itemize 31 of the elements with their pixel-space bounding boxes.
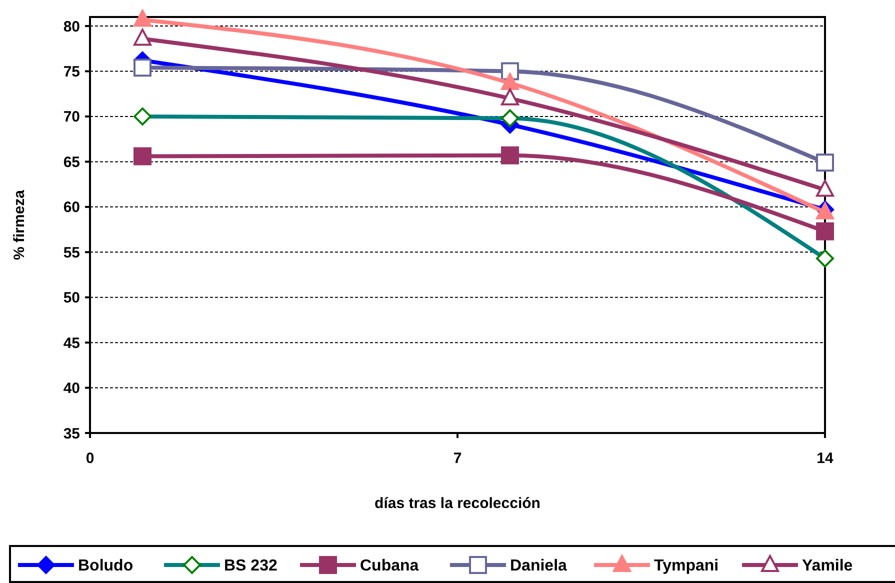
x-tick-label: 14 — [816, 450, 834, 467]
x-tick-label: 7 — [453, 450, 462, 467]
point — [816, 154, 834, 172]
y-tick-label: 55 — [63, 244, 80, 262]
point — [134, 147, 152, 166]
legend-label: Yamile — [802, 558, 853, 575]
point — [134, 28, 152, 46]
y-tick-label: 35 — [63, 425, 80, 442]
x-axis-title: días tras la recolección — [374, 495, 540, 512]
y-tick-label: 45 — [63, 334, 80, 352]
y-tick-label: 40 — [63, 380, 80, 398]
y-tick-label: 65 — [63, 154, 80, 171]
legend-label: Cubana — [360, 558, 419, 575]
point — [501, 88, 519, 106]
point — [501, 73, 519, 90]
y-tick-label: 60 — [63, 199, 80, 216]
y-tick-label: 50 — [63, 290, 80, 307]
point — [134, 10, 152, 27]
legend-label: Daniela — [510, 558, 568, 575]
point — [816, 222, 834, 240]
y-axis-title: % firmeza — [11, 189, 28, 260]
point — [134, 58, 152, 77]
legend-label: Boludo — [78, 558, 134, 575]
legend-label: Tympani — [654, 558, 719, 575]
x-tick-label: 0 — [86, 450, 94, 467]
y-tick-label: 75 — [63, 64, 80, 81]
y-tick-label: 70 — [63, 108, 80, 126]
point — [816, 180, 834, 197]
y-tick-label: 80 — [63, 18, 80, 36]
legend-label: BS 232 — [224, 558, 278, 575]
point — [501, 146, 519, 164]
